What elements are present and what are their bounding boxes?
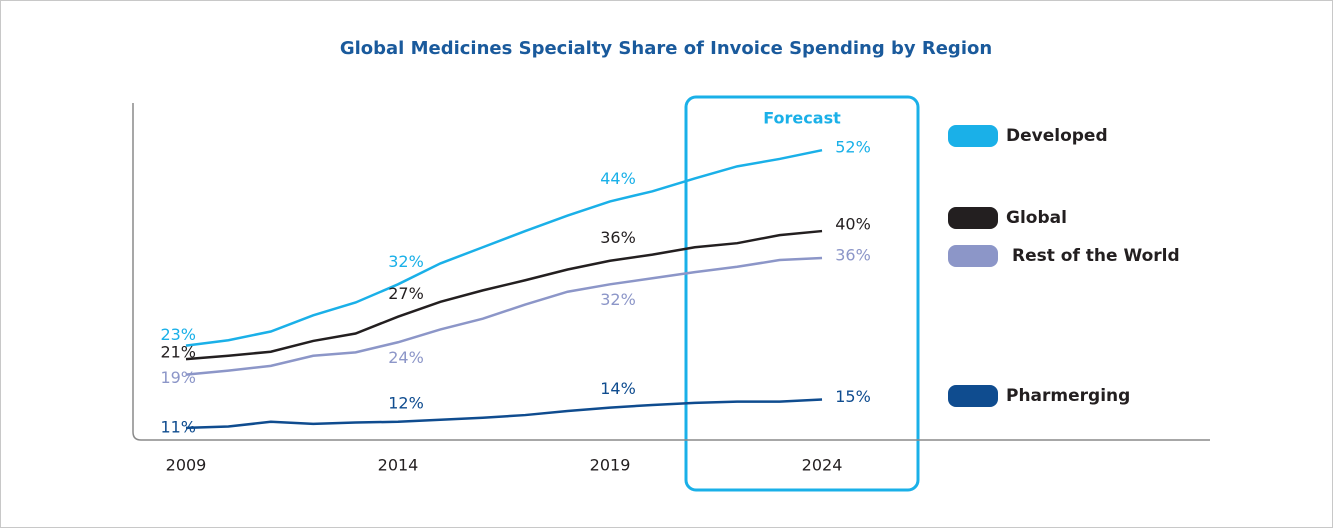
legend-swatch	[948, 207, 998, 229]
data-label: 32%	[600, 290, 636, 309]
x-tick-label: 2024	[802, 456, 843, 475]
data-label: 19%	[160, 368, 196, 387]
legend-label: Developed	[1006, 126, 1108, 146]
data-label: 32%	[388, 252, 424, 271]
legend-swatch	[948, 125, 998, 147]
data-label: 44%	[600, 169, 636, 188]
data-label: 27%	[388, 284, 424, 303]
forecast-box	[684, 95, 920, 492]
data-label: 21%	[160, 343, 196, 362]
data-label: 14%	[600, 379, 636, 398]
x-tick-label: 2014	[378, 456, 419, 475]
series-line	[185, 148, 823, 347]
data-label: 24%	[388, 348, 424, 367]
data-label: 52%	[835, 138, 871, 157]
legend-label: Global	[1006, 208, 1067, 228]
legend-label: Rest of the World	[1012, 246, 1180, 266]
series-line	[185, 256, 823, 376]
data-label: 15%	[835, 387, 871, 406]
legend-swatch	[948, 245, 998, 267]
data-label: 36%	[600, 228, 636, 247]
data-label: 12%	[388, 393, 424, 412]
legend-swatch	[948, 385, 998, 407]
data-label: 36%	[835, 246, 871, 265]
data-label: 40%	[835, 215, 871, 234]
x-tick-label: 2009	[166, 456, 207, 475]
chart-title: Global Medicines Specialty Share of Invo…	[340, 38, 992, 59]
series-line	[185, 398, 823, 430]
x-tick-label: 2019	[590, 456, 631, 475]
forecast-label: Forecast	[763, 109, 841, 128]
series-line	[185, 229, 823, 361]
data-label: 11%	[160, 417, 196, 436]
legend-label: Pharmerging	[1006, 386, 1130, 406]
axes	[132, 103, 1210, 441]
data-label: 23%	[160, 325, 196, 344]
